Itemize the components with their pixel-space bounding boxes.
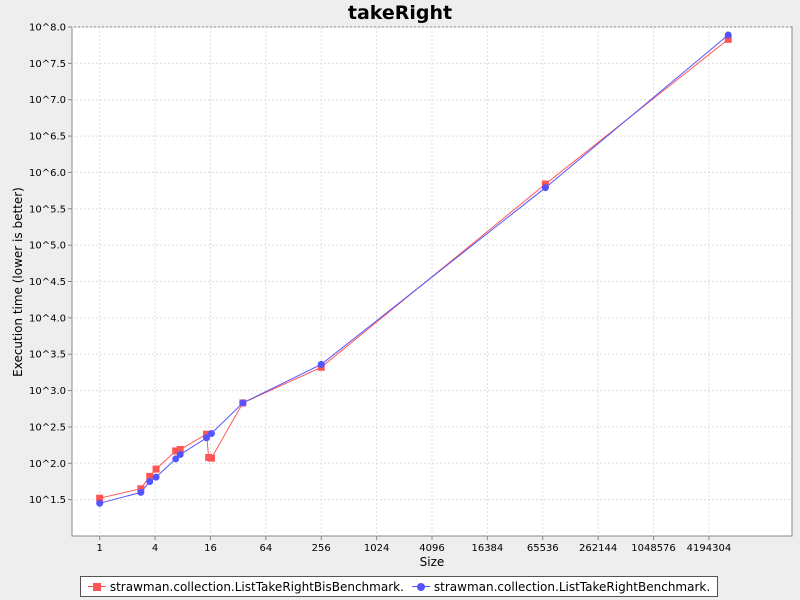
data-point-square <box>541 180 549 188</box>
legend-label-bis: strawman.collection.ListTakeRightBisBenc… <box>109 579 404 594</box>
data-point-circle <box>207 429 215 437</box>
y-axis-label: Execution time (lower is better) <box>11 187 25 377</box>
y-tick-label: 10^7.5 <box>29 59 66 70</box>
y-tick-label: 10^4.0 <box>29 313 66 324</box>
data-point-square <box>152 465 160 473</box>
data-point-circle <box>137 488 145 496</box>
data-point-circle <box>203 434 211 442</box>
legend-item-bis: strawman.collection.ListTakeRightBisBenc… <box>87 579 404 594</box>
x-axis-ticks: 1 4 16 64 256 1024 4096 16384 65536 262144 1048576… <box>97 536 732 554</box>
data-point-circle <box>724 31 732 39</box>
data-point-circle <box>541 184 549 192</box>
legend-swatch-circle-icon <box>411 582 430 592</box>
y-tick-label: 10^5.0 <box>29 241 66 252</box>
data-point-circle <box>176 451 184 459</box>
x-tick-label: 1024 <box>364 543 389 554</box>
y-tick-label: 10^8.0 <box>29 23 66 34</box>
y-tick-label: 10^6.5 <box>29 132 66 143</box>
x-tick-label: 16384 <box>471 543 503 554</box>
data-point-square <box>207 454 215 462</box>
data-point-square <box>203 430 211 438</box>
series-layer <box>96 31 732 507</box>
x-tick-label: 262144 <box>579 543 617 554</box>
y-tick-label: 10^7.0 <box>29 95 66 106</box>
x-tick-label: 16 <box>204 543 217 554</box>
x-tick-label: 64 <box>259 543 272 554</box>
data-point-circle <box>146 477 154 485</box>
legend: strawman.collection.ListTakeRightBisBenc… <box>80 576 718 597</box>
data-point-circle <box>152 473 160 481</box>
data-point-square <box>176 445 184 453</box>
legend-label-main: strawman.collection.ListTakeRightBenchma… <box>433 579 711 594</box>
data-point-circle <box>172 455 180 463</box>
data-point-square <box>146 472 154 480</box>
x-tick-label: 1 <box>97 543 103 554</box>
y-tick-label: 10^5.5 <box>29 204 66 215</box>
x-tick-label: 4 <box>152 543 158 554</box>
y-tick-label: 10^2.5 <box>29 422 66 433</box>
legend-swatch-square-icon <box>87 582 106 592</box>
x-axis-label: Size <box>420 555 445 569</box>
data-point-square <box>96 494 104 502</box>
data-point-circle <box>239 399 247 407</box>
x-tick-label: 4096 <box>419 543 444 554</box>
y-axis-ticks: 10^1.5 10^2.0 10^2.5 10^3.0 10^3.5 10^4.0 10^4… <box>29 23 72 506</box>
series-1 <box>96 31 732 507</box>
data-point-circle <box>317 360 325 368</box>
legend-item-main: strawman.collection.ListTakeRightBenchma… <box>411 579 711 594</box>
data-point-square <box>724 35 732 43</box>
data-point-square <box>137 485 145 493</box>
y-tick-label: 10^6.0 <box>29 168 66 179</box>
x-tick-label: 65536 <box>527 543 559 554</box>
grid-lines <box>72 26 792 536</box>
y-tick-label: 10^4.5 <box>29 277 66 288</box>
chart-title: takeRight <box>347 2 453 24</box>
y-tick-label: 10^3.0 <box>29 386 66 397</box>
data-point-square <box>172 447 180 455</box>
x-tick-label: 256 <box>312 543 331 554</box>
y-tick-label: 10^3.5 <box>29 350 66 361</box>
x-tick-label: 4194304 <box>687 543 732 554</box>
y-tick-label: 10^1.5 <box>29 495 66 506</box>
y-tick-label: 10^2.0 <box>29 459 66 470</box>
x-tick-label: 1048576 <box>631 543 676 554</box>
data-point-circle <box>96 499 104 507</box>
